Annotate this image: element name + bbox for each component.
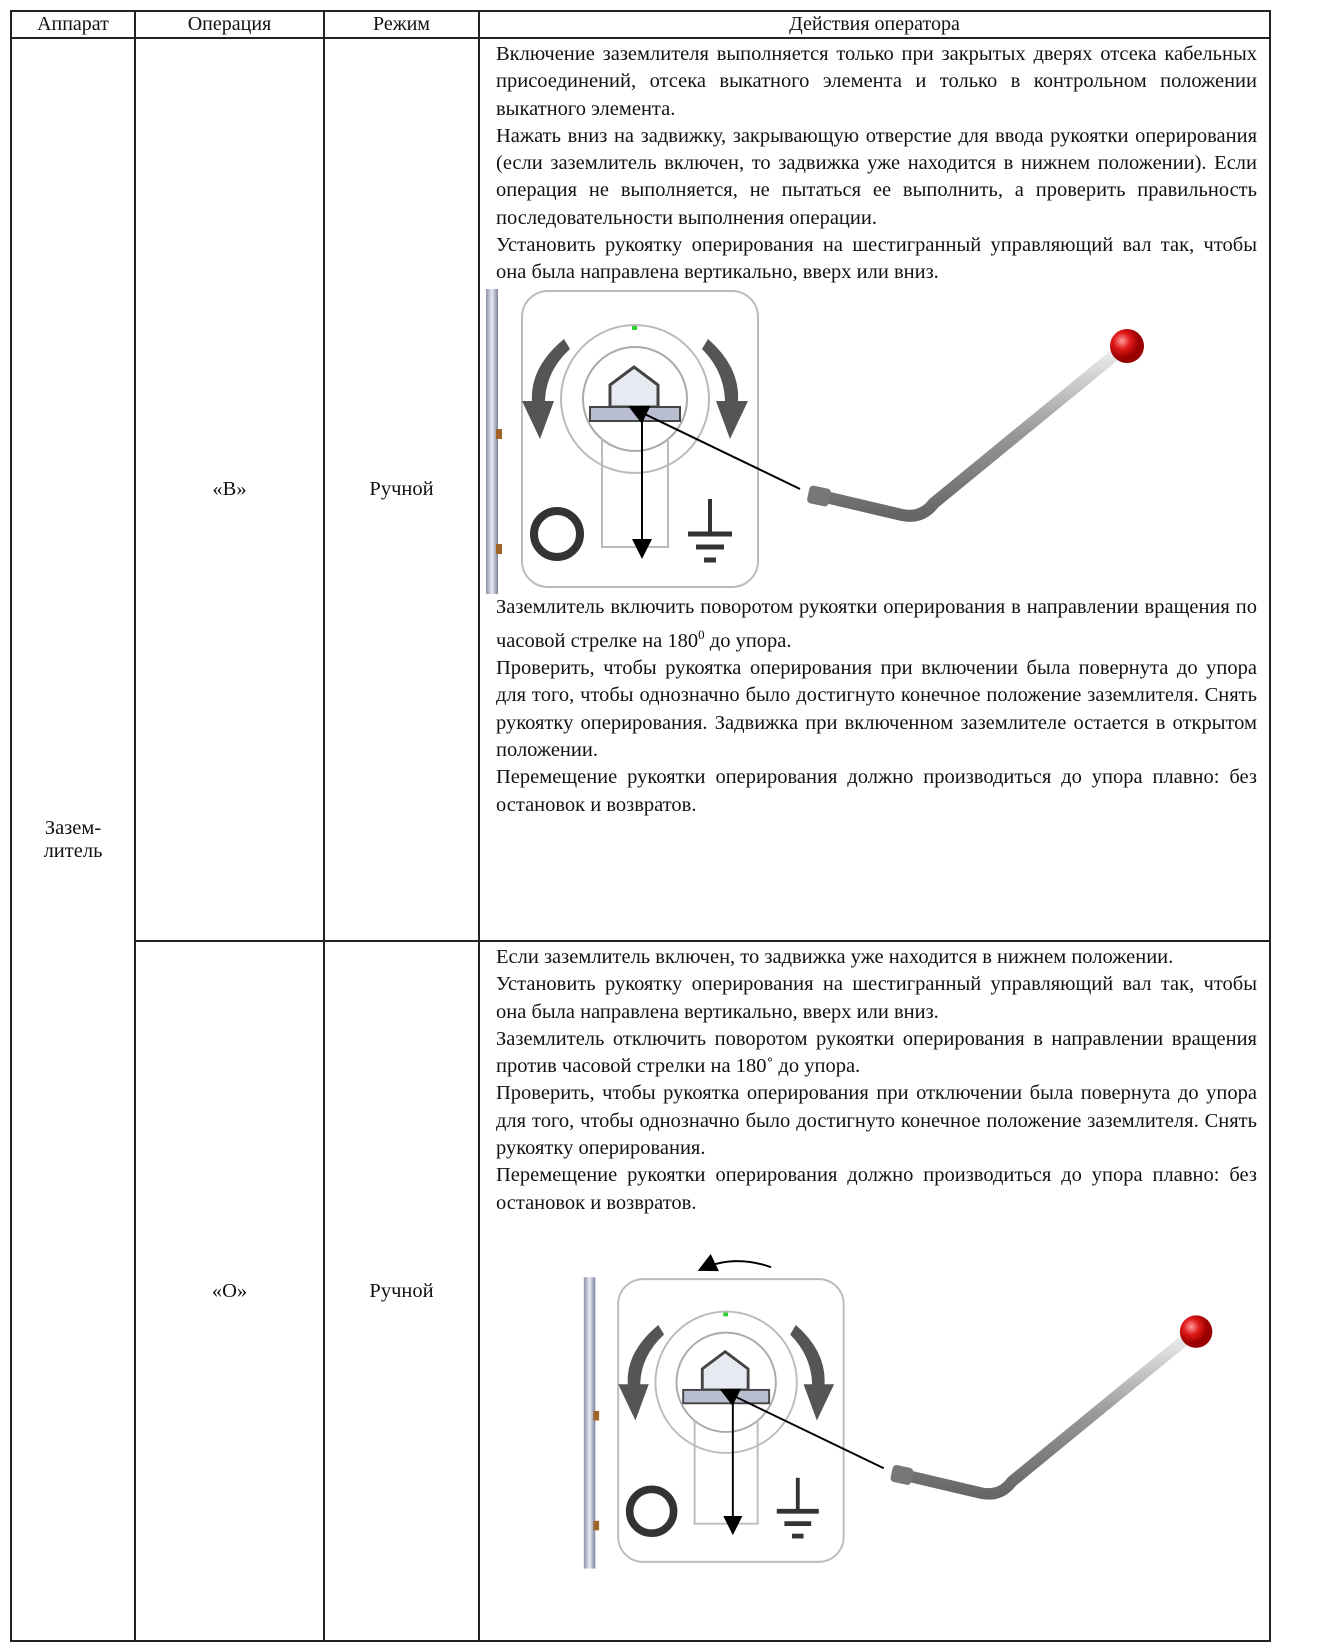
header-cell: Операция <box>134 10 325 39</box>
mode: Ручной <box>323 37 480 942</box>
operation: «О» <box>134 940 325 1642</box>
illustration <box>482 289 1152 594</box>
illustration <box>580 1253 1220 1569</box>
apparatus: Зазем- литель <box>10 37 136 1642</box>
superscript: 0 <box>698 626 705 642</box>
header-row: Аппарат Операция Режим Действия оператор… <box>10 10 1271 39</box>
paragraph: Перемещение рукоятки оперирования должно… <box>496 766 1257 816</box>
paragraph: Установить рукоятку оперирования на шест… <box>496 973 1257 1023</box>
header-cell: Действия оператора <box>478 10 1271 39</box>
paragraph: Установить рукоятку оперирования на шест… <box>496 234 1257 284</box>
operations-table: Аппарат Операция Режим Действия оператор… <box>10 10 1271 1642</box>
header-cell: Режим <box>323 10 480 39</box>
mode: Ручной <box>323 940 480 1642</box>
actions: Включение заземлителя выполняется только… <box>478 37 1271 942</box>
paragraph: Перемещение рукоятки оперирования должно… <box>496 1164 1257 1214</box>
paragraph: Проверить, чтобы рукоятка оперирования п… <box>496 1082 1257 1160</box>
text: до упора. <box>704 629 792 652</box>
actions: Если заземлитель включен, то задвижка уж… <box>478 940 1271 1642</box>
paragraph: Заземлитель отключить поворотом рукоятки… <box>496 1027 1257 1078</box>
row: «О» Ручной Если заземлитель включен, то … <box>11 940 1271 1642</box>
operation: «В» <box>134 37 325 942</box>
paragraph: Если заземлитель включен, то задвижка уж… <box>496 946 1174 968</box>
paragraph: Проверить, чтобы рукоятка оперирования п… <box>496 657 1257 761</box>
header-cell: Аппарат <box>10 10 136 39</box>
paragraph: Включение заземлителя выполняется только… <box>496 43 1257 120</box>
text: Заземлитель включить поворотом рукоятки … <box>496 595 1257 652</box>
row: Зазем- литель «В» Ручной Включение зазем… <box>10 37 1271 1642</box>
paragraph: Нажать вниз на задвижку, закрывающую отв… <box>496 124 1257 229</box>
paragraph: Заземлитель включить поворотом рукоятки … <box>496 594 1257 655</box>
